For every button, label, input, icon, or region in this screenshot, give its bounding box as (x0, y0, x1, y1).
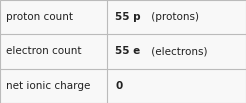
Text: (protons): (protons) (148, 12, 200, 22)
Text: net ionic charge: net ionic charge (6, 81, 91, 91)
Text: (electrons): (electrons) (148, 46, 207, 57)
Text: 0: 0 (115, 81, 123, 91)
Text: electron count: electron count (6, 46, 82, 57)
Text: proton count: proton count (6, 12, 73, 22)
Text: 55 p: 55 p (115, 12, 141, 22)
Text: 55 e: 55 e (115, 46, 141, 57)
